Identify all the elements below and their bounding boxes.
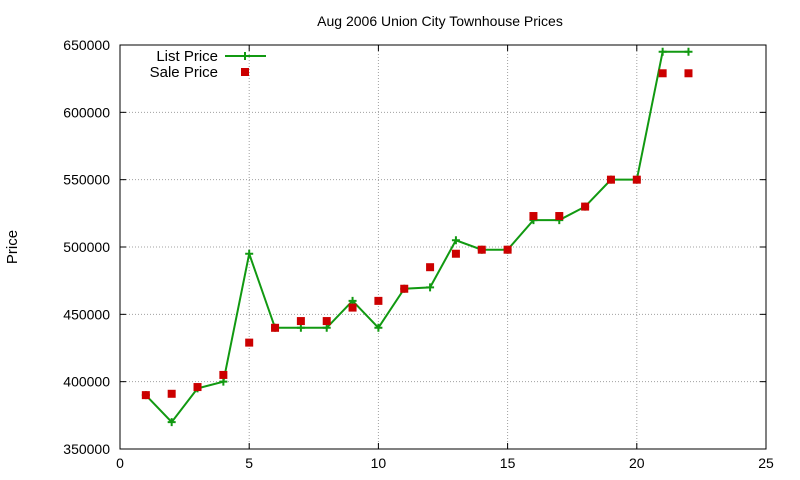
list-price-point	[167, 418, 176, 427]
sale-price-point	[581, 202, 590, 211]
list-price-point	[374, 323, 383, 332]
list-price-point	[322, 323, 331, 332]
y-tick-label: 650000	[63, 37, 110, 53]
sale-price-point	[529, 212, 538, 221]
sale-price-point	[426, 263, 435, 272]
sale-price-point	[632, 175, 641, 184]
sale-price-point	[245, 338, 254, 347]
grid	[120, 45, 766, 449]
sale-price-point	[193, 383, 202, 392]
sale-price-point	[322, 317, 331, 326]
x-tick-label: 15	[500, 455, 516, 471]
y-tick-label: 600000	[63, 104, 110, 120]
legend-cross-swatch	[241, 52, 249, 60]
list-price-point	[426, 283, 435, 292]
legend-label: List Price	[156, 48, 218, 65]
sale-price-point	[451, 249, 460, 258]
y-tick-label: 450000	[63, 306, 110, 322]
sale-price-point	[219, 370, 228, 379]
list-price-point	[219, 377, 228, 386]
list-price-point	[296, 323, 305, 332]
list-price-point	[684, 47, 693, 56]
list-price-point	[658, 47, 667, 56]
sale-price-point	[477, 245, 486, 254]
x-tick-label: 0	[116, 455, 124, 471]
chart-title: Aug 2006 Union City Townhouse Prices	[317, 13, 563, 29]
sale-price-point	[684, 69, 693, 78]
sale-price-point	[348, 303, 357, 312]
sale-price-point	[503, 245, 512, 254]
legend-square-swatch	[241, 68, 249, 76]
axis-ticks: 0 5 10 15 20 25 350000 400000 450000 500000 550000…	[63, 37, 774, 471]
x-tick-label: 10	[371, 455, 387, 471]
x-tick-label: 5	[245, 455, 253, 471]
y-tick-label: 400000	[63, 374, 110, 390]
sale-price-point	[374, 296, 383, 305]
series-sale-price	[141, 69, 693, 400]
x-tick-label: 25	[758, 455, 774, 471]
y-axis-label: Price	[4, 230, 21, 264]
sale-price-point	[555, 212, 564, 221]
y-tick-label: 550000	[63, 172, 110, 188]
list-price-point	[245, 249, 254, 258]
x-tick-label: 20	[629, 455, 645, 471]
y-tick-label: 350000	[63, 441, 110, 457]
list-price-line	[145, 50, 689, 424]
sale-price-point	[167, 389, 176, 398]
sale-price-point	[141, 391, 150, 400]
sale-price-point	[606, 175, 615, 184]
list-price-point	[348, 296, 357, 305]
list-price-point	[451, 236, 460, 245]
series	[141, 47, 693, 427]
sale-price-point	[271, 323, 280, 332]
sale-price-point	[296, 317, 305, 326]
y-tick-label: 500000	[63, 239, 110, 255]
sale-price-point	[400, 284, 409, 293]
series-list-price	[141, 47, 693, 427]
sale-price-point	[658, 69, 667, 78]
legend-label: Sale Price	[150, 64, 218, 81]
